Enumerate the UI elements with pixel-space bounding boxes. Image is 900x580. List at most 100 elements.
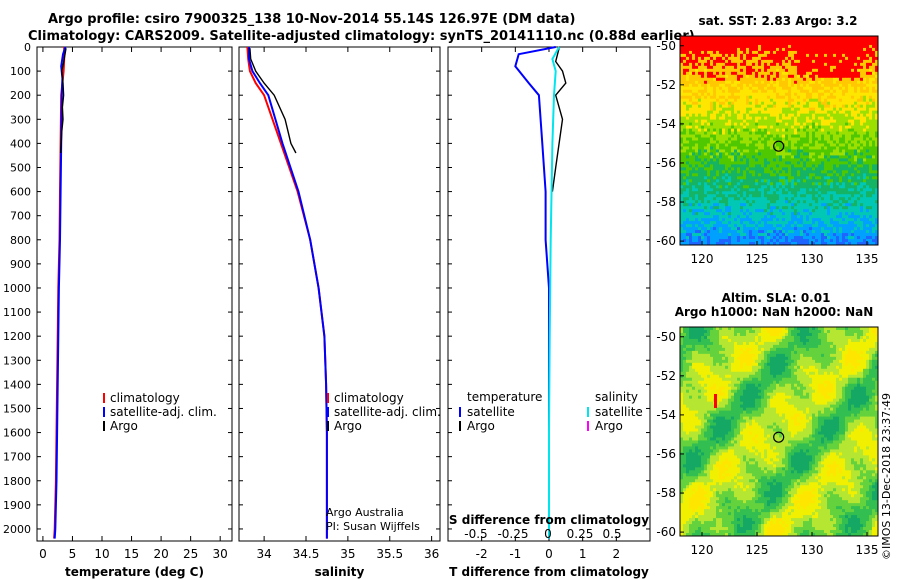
map-cell [722,134,726,138]
map-cell [821,80,825,85]
map-cell [869,38,873,43]
map-cell [773,230,777,234]
map-cell [857,44,861,49]
map-cell [836,71,840,76]
map-cell [836,161,840,165]
map-cell [779,119,783,123]
map-cell [866,167,870,171]
map-cell [716,131,720,135]
map-cell [755,191,759,195]
map-cell [698,83,702,88]
map-cell [743,185,747,189]
map-cell [824,36,828,40]
map-cell [860,44,864,49]
map-cell [755,131,759,135]
map-cell [800,47,804,52]
map-cell [698,176,702,180]
map-cell [686,47,690,52]
map-cell [860,143,864,147]
map-cell [803,59,807,64]
map-cell [746,128,750,132]
map-cell [749,116,753,120]
map-cell [770,200,774,204]
map-cell [791,185,795,189]
map-cell [683,125,687,129]
map-cell [746,197,750,201]
map-cell [740,230,744,234]
x-tick-label: 2 [613,547,621,561]
map-cell [791,101,795,106]
map-cell [839,104,843,109]
map-cell [785,185,789,189]
map-cell [866,101,870,106]
map-cell [728,122,732,126]
map-cell [764,98,768,103]
map-cell [818,236,822,240]
map-cell [764,185,768,189]
map-cell [719,206,723,210]
map-cell [722,89,726,94]
map-cell [725,218,729,222]
map-cell [785,209,789,213]
map-cell [683,80,687,85]
map-cell [779,164,783,168]
map-cell [743,227,747,231]
map-cell [758,203,762,207]
map-cell [854,170,858,174]
map-cell [785,158,789,162]
map-cell [704,203,708,207]
map-cell [737,239,741,243]
map-cell [815,107,819,112]
map-cell [788,50,792,55]
map-cell [683,191,687,195]
map-cell [839,224,843,228]
map-cell [860,203,864,207]
map-cell [824,128,828,132]
map-cell [680,36,684,40]
map-cell [785,116,789,120]
map-cell [803,206,807,210]
map-cell [797,137,801,141]
map-cell [854,230,858,234]
map-cell [734,41,738,46]
map-cell [770,191,774,195]
map-cell [746,242,750,246]
map-cell [785,197,789,201]
map-cell [812,230,816,234]
map-cell [863,146,867,150]
map-cell [767,89,771,94]
map-cell [797,327,801,331]
map-cell [866,197,870,201]
map-cell [875,128,879,132]
map-cell [764,329,768,334]
map-cell [701,36,705,40]
map-cell [734,212,738,216]
map-cell [716,56,720,61]
map-cell [794,53,798,58]
map-cell [698,119,702,123]
map-cell [746,110,750,115]
map-cell [761,134,765,138]
map-cell [821,137,825,141]
map-cell [731,68,735,73]
map-cell [869,53,873,58]
map-cell [749,38,753,43]
map-cell [824,173,828,177]
map-cell [713,233,717,237]
map-cell [749,140,753,144]
map-cell [836,36,840,40]
map-cell [845,41,849,46]
map-cell [842,68,846,73]
map-cell [842,188,846,192]
map-cell [740,155,744,159]
map-cell [746,65,750,70]
map-cell [803,200,807,204]
map-cell [794,200,798,204]
map-cell [725,203,729,207]
map-cell [842,113,846,118]
map-cell [713,128,717,132]
map-cell [698,95,702,100]
map-cell [749,170,753,174]
map-cell [704,327,708,331]
map-cell [689,98,693,103]
